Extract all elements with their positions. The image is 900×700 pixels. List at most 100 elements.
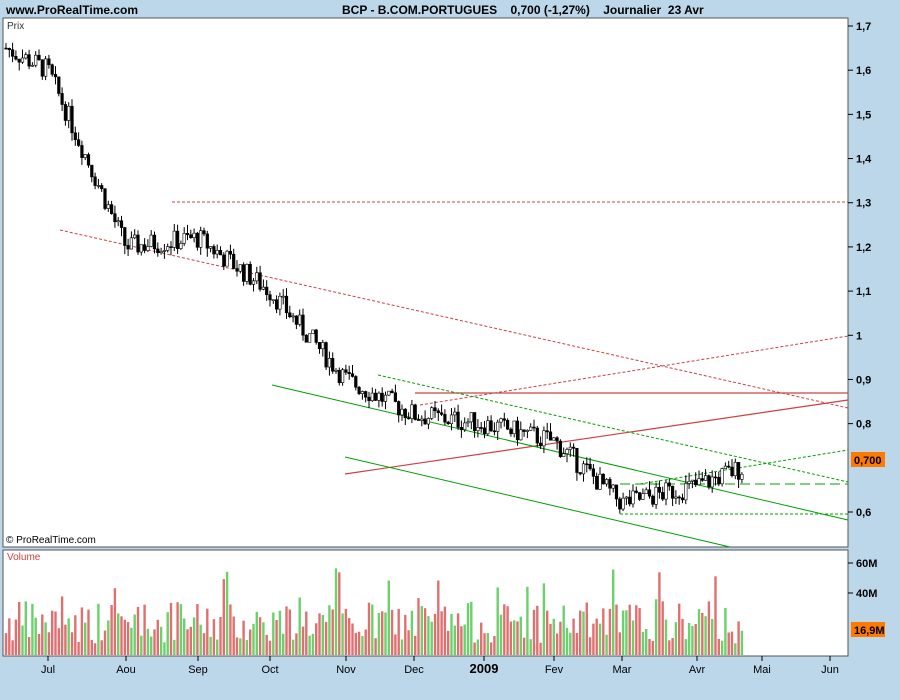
volume-bar <box>268 640 272 655</box>
volume-bar <box>209 636 212 655</box>
price-tick-label: 1,3 <box>856 198 871 210</box>
volume-bar <box>546 610 549 655</box>
candle-body <box>96 185 100 187</box>
volume-bar <box>21 625 24 655</box>
candle-body <box>311 329 315 335</box>
volume-bar <box>381 611 384 655</box>
candle-body <box>647 489 652 497</box>
volume-bar <box>740 630 744 655</box>
price-panel-label: Prix <box>7 21 24 32</box>
candle-body <box>595 476 599 490</box>
candle-body <box>86 154 91 166</box>
candle-body <box>268 294 272 301</box>
volume-bar <box>255 611 258 655</box>
volume-bar <box>70 632 74 655</box>
volume-bar <box>202 633 206 655</box>
candle-body <box>496 421 500 432</box>
candle-body <box>242 264 246 282</box>
candle-body <box>274 299 279 310</box>
volume-bar <box>410 610 414 655</box>
volume-bar <box>87 609 90 655</box>
volume-bar <box>239 638 242 655</box>
candle-body <box>416 419 421 421</box>
candle-body <box>684 483 688 501</box>
volume-bar <box>602 608 605 655</box>
candle-body <box>614 484 619 500</box>
candle-body <box>703 475 708 481</box>
symbol-name: BCP - B.COM.PORTUGUES <box>342 3 498 17</box>
volume-bar <box>529 639 532 655</box>
volume-bar <box>433 613 437 655</box>
candle-body <box>446 421 450 425</box>
volume-bar <box>539 642 542 655</box>
time-tick-label: Dec <box>404 664 424 676</box>
candle-body <box>604 479 609 485</box>
volume-bar <box>734 643 737 655</box>
volume-bar <box>532 609 536 655</box>
candle-body <box>123 227 127 246</box>
candle-body <box>261 286 266 290</box>
volume-bar <box>605 634 608 655</box>
volume-bar <box>166 612 169 655</box>
candle-body <box>34 54 38 66</box>
candle-body <box>271 299 275 302</box>
candle-body <box>680 497 685 501</box>
candle-body <box>509 428 513 435</box>
candle-body <box>713 476 718 479</box>
volume-bar <box>37 633 41 655</box>
candle-body <box>377 392 381 401</box>
channel-lower-line <box>344 456 731 548</box>
chart-header: www.ProRealTime.com BCP - B.COM.PORTUGUE… <box>0 0 900 18</box>
volume-bar <box>60 596 64 655</box>
volume-bar <box>212 619 216 655</box>
price-y-axis: 1,7 1,6 1,5 1,4 1,3 1,2 1,1 1 0,9 0,8 0,6 <box>848 21 872 519</box>
candle-body <box>129 237 134 250</box>
volume-bar <box>176 602 179 655</box>
price-tick-label: 0,9 <box>856 374 871 386</box>
candle-body <box>707 475 711 488</box>
volume-bar <box>489 642 493 655</box>
candle-body <box>476 427 480 432</box>
candle-body <box>354 376 358 388</box>
volume-bar <box>645 629 648 655</box>
candle-body <box>331 358 335 372</box>
candle-body <box>30 64 35 67</box>
candle-body <box>568 446 572 450</box>
volume-bar <box>258 617 262 655</box>
candle-body <box>674 496 678 499</box>
candle-body <box>449 414 454 425</box>
candle-body <box>149 234 153 247</box>
volume-bar <box>598 623 602 655</box>
volume-bar <box>278 610 282 655</box>
volume-bar <box>324 621 328 655</box>
volume-bar <box>450 613 453 655</box>
volume-bar <box>592 623 595 655</box>
volume-bar <box>691 625 694 655</box>
volume-bar <box>684 639 687 655</box>
volume-bar <box>120 616 123 655</box>
volume-bar <box>668 640 671 655</box>
candle-body <box>360 391 365 394</box>
volume-bar <box>315 623 318 655</box>
candle-body <box>383 394 388 402</box>
candle-body <box>618 498 622 510</box>
volume-bar <box>423 608 427 655</box>
candle-body <box>519 429 523 441</box>
volume-bar <box>357 631 361 655</box>
volume-bar <box>414 635 417 655</box>
volume-bar <box>635 605 638 655</box>
volume-bar <box>621 610 625 655</box>
candle-body <box>156 248 160 254</box>
volume-bar <box>618 632 621 655</box>
volume-bar <box>506 606 509 655</box>
volume-bar <box>440 611 443 655</box>
volume-bar <box>562 605 565 655</box>
candle-body <box>720 468 724 485</box>
candle-body <box>304 334 308 343</box>
candle-body <box>380 392 384 402</box>
volume-bar <box>638 608 641 655</box>
candle-body <box>628 496 632 505</box>
candle-body <box>176 230 180 249</box>
volume-bar <box>288 609 291 655</box>
candle-body <box>232 253 236 269</box>
